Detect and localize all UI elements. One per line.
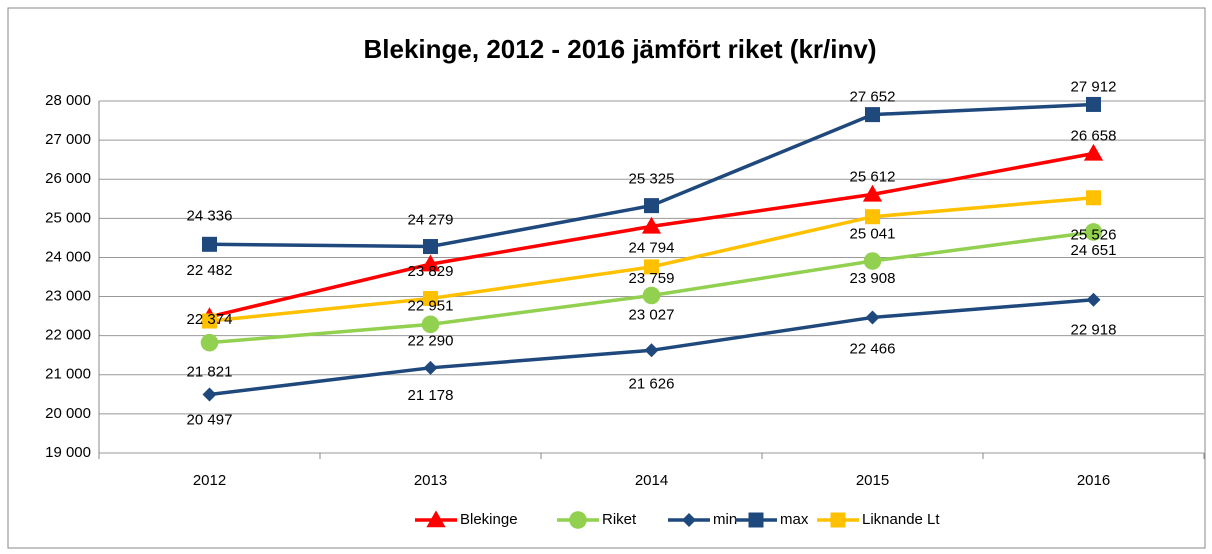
- chart-border: [7, 7, 1206, 549]
- data-label: 27 652: [850, 89, 896, 106]
- data-label: 23 908: [850, 270, 896, 287]
- marker: [644, 198, 659, 214]
- data-label: 21 626: [629, 375, 675, 392]
- data-label: 22 290: [408, 332, 454, 349]
- marker: [1084, 223, 1103, 241]
- data-label: 21 821: [187, 364, 233, 381]
- marker: [862, 184, 883, 202]
- y-tick-label: 22 000: [45, 327, 91, 344]
- marker: [421, 315, 440, 334]
- y-tick-label: 28 000: [45, 92, 91, 109]
- marker: [865, 209, 880, 225]
- legend-label: min: [713, 511, 737, 528]
- legend-label: Riket: [602, 511, 637, 528]
- y-tick-label: 23 000: [45, 288, 91, 305]
- legend-marker: [682, 513, 696, 527]
- y-tick-label: 20 000: [45, 405, 91, 422]
- data-label: 23 759: [629, 270, 675, 287]
- legend-label: Blekinge: [460, 511, 518, 528]
- marker: [865, 107, 880, 123]
- x-tick-label: 2012: [193, 472, 226, 489]
- marker: [420, 254, 441, 272]
- y-tick-label: 27 000: [45, 131, 91, 148]
- data-label: 25 526: [1071, 227, 1117, 244]
- data-label: 22 466: [850, 340, 896, 357]
- marker: [423, 239, 438, 255]
- data-label: 25 041: [850, 226, 896, 243]
- marker: [202, 236, 217, 252]
- data-label: 23 027: [629, 306, 675, 323]
- legend-marker: [748, 512, 764, 528]
- data-label: 26 658: [1071, 127, 1117, 144]
- data-label: 24 336: [187, 207, 233, 224]
- marker: [1083, 143, 1104, 161]
- y-tick-label: 24 000: [45, 248, 91, 265]
- y-tick-label: 25 000: [45, 209, 91, 226]
- marker: [644, 259, 659, 275]
- data-label: 25 612: [850, 168, 896, 185]
- data-label: 22 951: [408, 297, 454, 314]
- marker: [200, 333, 219, 352]
- marker: [1086, 292, 1101, 307]
- x-tick-label: 2014: [635, 472, 668, 489]
- data-label: 23 829: [408, 263, 454, 280]
- legend-marker: [426, 510, 446, 528]
- data-label: 20 497: [187, 411, 233, 428]
- data-label: 22 374: [187, 311, 233, 328]
- y-tick-label: 21 000: [45, 366, 91, 383]
- marker: [644, 343, 659, 358]
- legend-label: Liknande Lt: [862, 511, 940, 528]
- data-label: 24 794: [629, 239, 675, 256]
- marker: [423, 360, 438, 375]
- marker: [1086, 190, 1101, 206]
- data-label: 22 482: [187, 262, 233, 279]
- data-label: 24 651: [1071, 242, 1117, 259]
- marker: [863, 252, 882, 270]
- y-tick-label: 19 000: [45, 444, 91, 461]
- legend-marker: [830, 512, 846, 528]
- legend-marker: [569, 511, 587, 529]
- x-tick-label: 2015: [856, 472, 889, 489]
- marker: [642, 286, 661, 305]
- marker: [641, 216, 662, 234]
- y-tick-label: 26 000: [45, 170, 91, 187]
- x-tick-label: 2016: [1077, 472, 1110, 489]
- data-label: 24 279: [408, 212, 454, 229]
- marker: [1086, 96, 1101, 112]
- data-label: 22 918: [1071, 322, 1117, 339]
- legend-label: max: [780, 511, 809, 528]
- marker: [202, 387, 217, 402]
- marker: [202, 313, 217, 329]
- data-label: 25 325: [629, 171, 675, 188]
- x-tick-label: 2013: [414, 472, 447, 489]
- chart-title: Blekinge, 2012 - 2016 jämfört riket (kr/…: [364, 34, 877, 64]
- marker: [423, 290, 438, 306]
- data-label: 27 912: [1071, 78, 1117, 95]
- marker: [865, 310, 880, 325]
- data-label: 21 178: [408, 387, 454, 404]
